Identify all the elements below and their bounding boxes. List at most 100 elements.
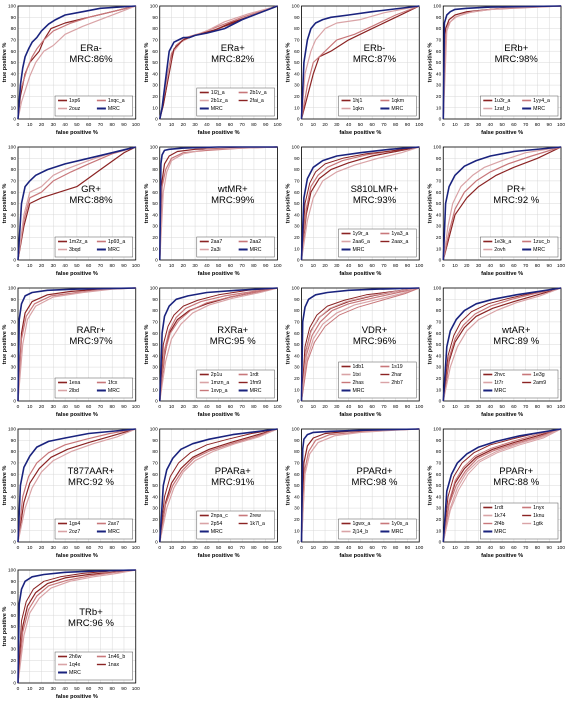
roc-panel: 00 10 10 20 20 30 30 40 40 50 50 60 60 70 70 80 80 90 90 10… xyxy=(427,4,565,136)
x-tick-label: 30 xyxy=(476,122,482,128)
legend-entry: MRC xyxy=(494,529,506,535)
y-tick-label: 30 xyxy=(11,224,17,230)
legend-box xyxy=(54,518,133,540)
x-tick-label: 90 xyxy=(547,122,553,128)
x-tick-label: 20 xyxy=(181,545,187,551)
y-tick-label: 70 xyxy=(436,179,442,185)
panel-subtitle: MRC:95 % xyxy=(210,336,256,347)
series-line-2f4b xyxy=(442,428,562,543)
x-tick-label: 80 xyxy=(251,122,257,128)
x-axis-label: false positive % xyxy=(481,412,523,418)
y-tick-label: 80 xyxy=(436,167,442,173)
x-tick-label: 20 xyxy=(181,122,187,128)
legend-entry: 1y0s_a xyxy=(391,521,408,527)
y-tick-label: 20 xyxy=(436,376,442,382)
legend-entry: 3bqd xyxy=(69,247,81,253)
legend-entry: 1yy4_a xyxy=(533,98,550,104)
y-tick-label: 80 xyxy=(152,308,158,314)
series-line-2aa6-a xyxy=(300,146,420,261)
y-tick-label: 80 xyxy=(152,167,158,173)
y-tick-label: 20 xyxy=(294,235,300,241)
series-line-mrc xyxy=(300,5,420,120)
y-tick-label: 70 xyxy=(11,320,17,326)
x-tick-label: 70 xyxy=(98,686,104,692)
legend-entry: MRC xyxy=(108,106,120,112)
x-tick-label: 80 xyxy=(535,545,541,551)
y-tick-label: 0 xyxy=(439,540,442,546)
y-tick-label: 90 xyxy=(152,156,158,162)
y-tick-label: 100 xyxy=(8,4,16,10)
plot-frame xyxy=(159,5,278,120)
y-tick-label: 80 xyxy=(152,26,158,32)
x-tick-label: 30 xyxy=(192,122,198,128)
x-tick-label: 30 xyxy=(476,545,482,551)
x-tick-label: 10 xyxy=(27,686,33,692)
x-tick-label: 70 xyxy=(381,263,387,269)
x-tick-label: 90 xyxy=(547,404,553,410)
y-tick-label: 20 xyxy=(152,235,158,241)
legend-entry: 1k7l_a xyxy=(250,521,265,527)
x-tick-label: 30 xyxy=(51,263,57,269)
y-axis-label: true positive % xyxy=(2,325,8,365)
plot-frame xyxy=(17,146,137,261)
legend-entry: MRC xyxy=(250,388,262,394)
y-tick-label: 60 xyxy=(294,190,300,196)
series-line-2ouz xyxy=(17,5,137,120)
legend-entry: 1p93_a xyxy=(108,239,125,245)
y-tick-label: 70 xyxy=(436,320,442,326)
series-line-mrc xyxy=(17,287,136,402)
x-tick-label: 70 xyxy=(240,263,246,269)
x-tick-label: 70 xyxy=(98,263,104,269)
series-line-1nax xyxy=(17,569,136,684)
panel-subtitle: MRC:88 % xyxy=(493,477,539,488)
x-tick-label: 30 xyxy=(476,404,482,410)
x-tick-label: 60 xyxy=(228,404,234,410)
series-line-1hj1 xyxy=(300,5,420,120)
y-tick-label: 10 xyxy=(11,246,17,252)
panel-title: ERb+ xyxy=(504,43,528,54)
y-tick-label: 0 xyxy=(439,258,442,264)
roc-panel: 00 10 10 20 20 30 30 40 40 50 50 60 60 70 70 80 80 90 90 10… xyxy=(2,4,140,136)
series-line-1fcx xyxy=(17,287,136,402)
x-axis-label: false positive % xyxy=(56,271,98,277)
x-tick-label: 20 xyxy=(322,122,328,128)
x-tick-label: 100 xyxy=(273,545,281,551)
plot-frame xyxy=(17,428,137,543)
x-tick-label: 40 xyxy=(204,263,210,269)
series-line-1fm9 xyxy=(159,287,278,402)
x-tick-label: 0 xyxy=(158,263,161,269)
y-axis-label: true positive % xyxy=(2,466,8,506)
x-tick-label: 90 xyxy=(405,404,411,410)
legend-entry: 2aa6_a xyxy=(353,239,370,245)
x-tick-label: 50 xyxy=(499,263,505,269)
x-tick-label: 20 xyxy=(322,404,328,410)
legend-entry: MRC xyxy=(69,670,81,676)
legend-box xyxy=(196,510,275,540)
x-tick-label: 10 xyxy=(27,122,33,128)
x-axis-label: false positive % xyxy=(198,130,240,136)
y-tick-label: 10 xyxy=(294,528,300,534)
y-tick-label: 70 xyxy=(152,320,158,326)
x-tick-label: 50 xyxy=(74,404,80,410)
x-tick-label: 90 xyxy=(263,263,269,269)
x-tick-label: 60 xyxy=(369,122,375,128)
x-axis-label: false positive % xyxy=(56,130,98,136)
y-tick-label: 40 xyxy=(11,635,17,641)
y-tick-label: 60 xyxy=(152,472,158,478)
legend-entry: 2lbd xyxy=(69,388,79,394)
legend-entry: MRC xyxy=(353,247,365,253)
x-tick-label: 70 xyxy=(98,545,104,551)
legend-entry: 2p54 xyxy=(211,521,223,527)
panel-title: GR+ xyxy=(81,184,101,195)
series-line-mrc xyxy=(442,287,562,402)
x-tick-label: 30 xyxy=(51,122,57,128)
x-tick-label: 50 xyxy=(499,122,505,128)
x-tick-label: 70 xyxy=(381,122,387,128)
series-line-1e3k-a xyxy=(442,146,562,261)
y-tick-label: 80 xyxy=(294,26,300,32)
series-line-2ovh xyxy=(442,146,562,261)
y-tick-label: 20 xyxy=(152,376,158,382)
y-tick-label: 80 xyxy=(11,449,17,455)
roc-panel: 00 10 10 20 20 30 30 40 40 50 50 60 60 70 70 80 80 90 90 10… xyxy=(427,286,565,418)
x-tick-label: 30 xyxy=(476,263,482,269)
